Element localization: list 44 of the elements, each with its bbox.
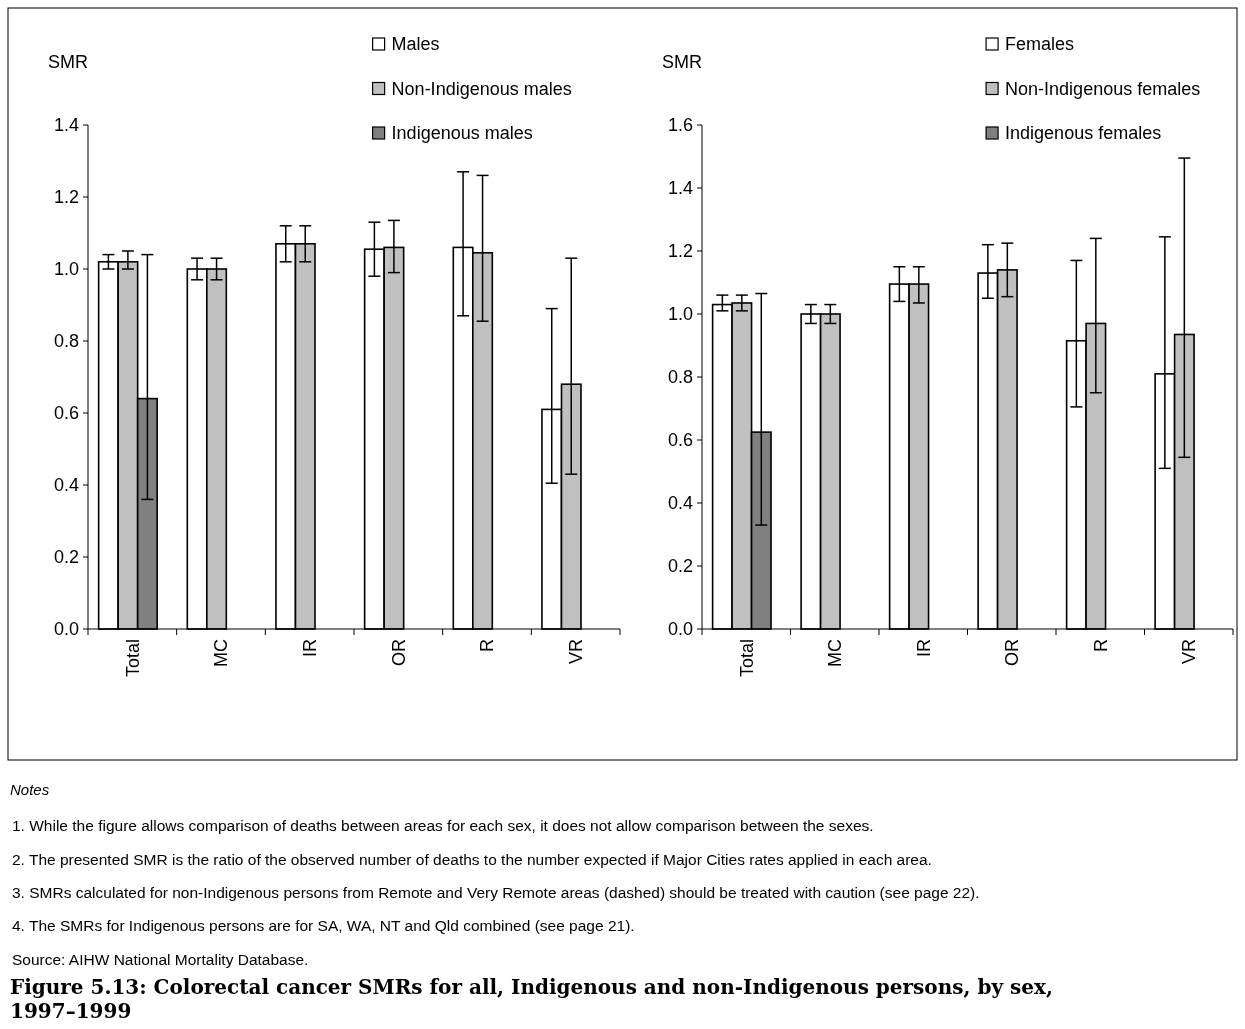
- text: 1. While the figure allows comparison of deaths between areas for each sex, it does not allow comparison between the sexes.: [12, 817, 874, 835]
- x-tick-label: OR: [388, 639, 409, 666]
- x-tick-label: Total: [736, 639, 757, 678]
- y-tick-label: 1.2: [53, 187, 79, 208]
- y-tick-label: 0.6: [53, 403, 79, 424]
- source-note: Source: AIHW National Mortality Database.: [12, 951, 309, 969]
- legend-label: Indigenous females: [1005, 123, 1162, 144]
- y-tick-label: 0.8: [53, 331, 79, 352]
- y-tick-label: 0.4: [667, 493, 693, 514]
- legend-label: Females: [1005, 34, 1075, 55]
- x-tick-label: R: [477, 639, 498, 652]
- y-tick-label: 0.4: [53, 475, 79, 496]
- y-tick-label: 1.4: [667, 178, 693, 199]
- x-tick-label: MC: [211, 639, 232, 667]
- y-tick-label: 0.6: [667, 430, 693, 451]
- y-tick-label: 1.0: [53, 259, 79, 280]
- legend-label: Indigenous males: [391, 123, 533, 144]
- x-tick-label: IR: [299, 639, 320, 657]
- x-tick-label: OR: [1002, 639, 1023, 666]
- y-tick-label: 1.4: [53, 115, 79, 136]
- y-tick-label: 0.2: [53, 547, 79, 568]
- text: 4. The SMRs for Indigenous persons are for SA, WA, NT and Qld combined (see page 21).: [12, 917, 635, 935]
- y-tick-label: 0.0: [53, 619, 79, 640]
- text: Figure 5.13: Colorectal cancer SMRs for all, Indigenous and non-Indigenous persons, by sex, 1997–1999: [10, 975, 1053, 1023]
- y-tick-label: 0.0: [667, 619, 693, 640]
- text: Notes: [10, 781, 50, 799]
- text: 3. SMRs calculated for non-Indigenous persons from Remote and Very Remote areas (dashed) should be treated with caution (see page 22).: [12, 884, 980, 902]
- x-tick-label: IR: [913, 639, 934, 657]
- x-tick-label: VR: [1179, 639, 1200, 665]
- y-tick-label: 1.6: [667, 115, 693, 136]
- y-tick-label: 1.2: [667, 241, 693, 262]
- x-tick-label: Total: [122, 639, 143, 678]
- legend-label: Non-Indigenous females: [1005, 78, 1201, 99]
- x-tick-label: VR: [565, 639, 586, 665]
- y-axis-title: SMR: [662, 52, 702, 73]
- legend-label: Males: [391, 34, 440, 55]
- x-tick-label: R: [1090, 639, 1111, 652]
- y-axis-title: SMR: [48, 52, 88, 73]
- text: 2. The presented SMR is the ratio of the observed number of deaths to the number expected if Major Cities rates applied in each area.: [12, 851, 932, 869]
- legend-label: Non-Indigenous males: [391, 78, 572, 99]
- x-tick-label: MC: [825, 639, 846, 667]
- y-tick-label: 0.2: [667, 556, 693, 577]
- y-tick-label: 0.8: [667, 367, 693, 388]
- y-tick-label: 1.0: [667, 304, 693, 325]
